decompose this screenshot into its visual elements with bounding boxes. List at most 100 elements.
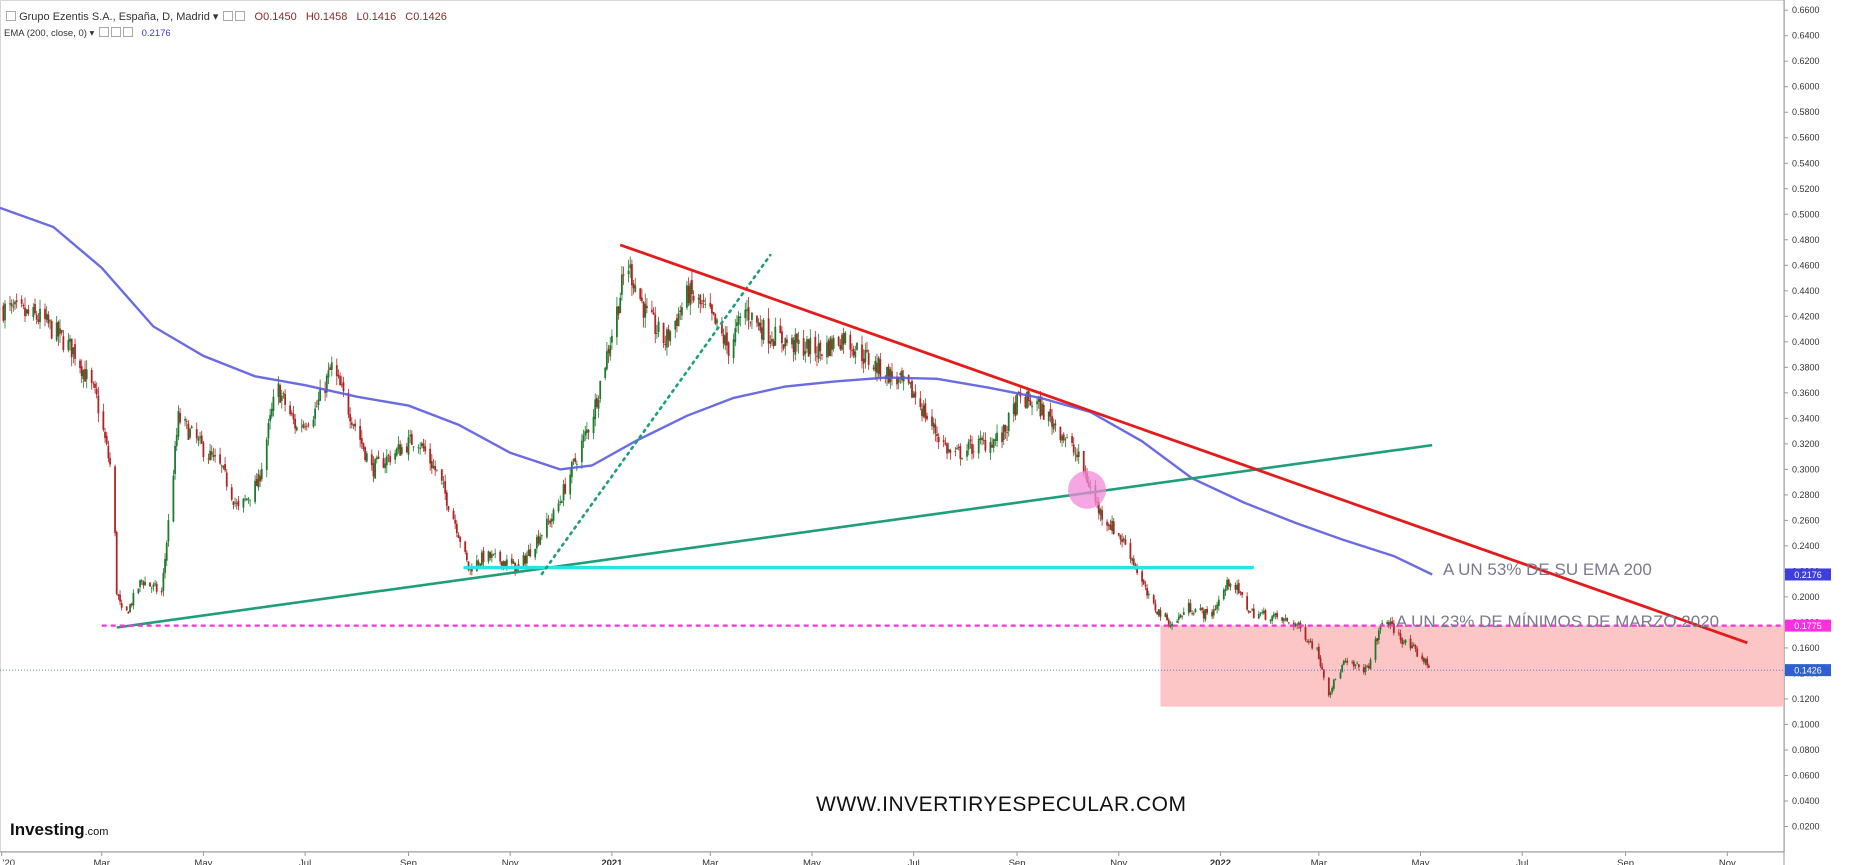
- candle-body: [1071, 436, 1073, 443]
- candle-body: [374, 459, 377, 479]
- candle-body: [1409, 638, 1412, 649]
- candle-body: [597, 399, 600, 409]
- candle-body: [4, 303, 6, 321]
- candle-body: [595, 397, 598, 408]
- candle-body: [104, 431, 106, 439]
- eye-icon[interactable]: [223, 11, 234, 21]
- candle-body: [1236, 584, 1239, 590]
- candle-body: [10, 303, 13, 307]
- candle-body: [144, 581, 146, 586]
- candle-body: [779, 325, 782, 334]
- candle-body: [1217, 599, 1220, 607]
- candle-body: [1356, 663, 1359, 665]
- y-tick-label: 0.0400: [1792, 796, 1820, 806]
- candle-body: [1222, 589, 1225, 600]
- settings-icon[interactable]: [235, 11, 246, 21]
- candle-body: [422, 443, 425, 449]
- candle-body: [445, 492, 448, 506]
- candle-body: [646, 305, 648, 308]
- candle-body: [102, 411, 105, 430]
- candle-body: [794, 334, 797, 355]
- candle-body: [1124, 539, 1127, 545]
- candle-body: [656, 333, 658, 334]
- candle-body: [289, 405, 292, 415]
- candle-body: [826, 342, 828, 358]
- candle-body: [984, 439, 987, 451]
- candle-body: [190, 426, 193, 428]
- candle-body: [9, 303, 11, 305]
- candle-body: [1006, 432, 1008, 433]
- candle-body: [202, 442, 205, 458]
- candle-body: [1362, 667, 1365, 673]
- indicator-header: EMA (200, close, 0) ▾ 0.2176: [4, 27, 171, 39]
- dropdown-icon[interactable]: ▾: [212, 11, 219, 23]
- candle-body: [774, 326, 777, 346]
- candle-body: [1179, 614, 1182, 618]
- settings-icon[interactable]: [110, 27, 121, 37]
- candle-body: [1122, 538, 1125, 541]
- candle-body: [697, 298, 700, 300]
- candle-body: [255, 478, 258, 487]
- candle-body: [1211, 611, 1214, 617]
- x-tick-label: Sep: [1617, 858, 1634, 865]
- candle-body: [757, 322, 760, 327]
- close-icon[interactable]: [122, 27, 133, 37]
- candle-body: [982, 439, 985, 441]
- eye-icon[interactable]: [98, 27, 109, 37]
- candle-body: [1341, 665, 1344, 672]
- candle-body: [230, 487, 233, 500]
- candle-body: [1251, 609, 1254, 611]
- symbol-header: Grupo Ezentis S.A., España, D, Madrid ▾ …: [4, 10, 447, 23]
- candle-body: [1117, 533, 1120, 536]
- collapse-icon[interactable]: [6, 11, 16, 21]
- candle-body: [24, 307, 26, 317]
- candle-body: [1386, 622, 1389, 624]
- candle-body: [1206, 609, 1209, 613]
- candle-body: [349, 414, 352, 422]
- candle-body: [164, 558, 166, 573]
- candle-body: [1177, 616, 1180, 620]
- candle-body: [534, 548, 537, 558]
- candle-body: [90, 369, 93, 383]
- candle-body: [429, 448, 432, 464]
- candle-body: [1072, 444, 1075, 453]
- price-labels: 0.2176 0.1775 0.1426: [1785, 568, 1831, 677]
- candle-body: [1049, 409, 1052, 417]
- candle-body: [761, 327, 763, 340]
- dropdown-icon[interactable]: ▾: [89, 28, 95, 39]
- candle-body: [385, 456, 388, 466]
- candle-body: [562, 484, 565, 501]
- candle-body: [130, 603, 133, 606]
- candle-body: [1112, 521, 1115, 534]
- candle-body: [1427, 665, 1430, 668]
- candle-body: [1262, 610, 1265, 614]
- price-tag-label: 0.1775: [1794, 621, 1822, 631]
- candle-body: [1334, 679, 1337, 681]
- candle-body: [912, 393, 915, 398]
- candle-body: [447, 506, 450, 510]
- candle-body: [924, 403, 927, 419]
- candle-body: [667, 329, 670, 341]
- candle-body: [210, 451, 213, 455]
- candle-body: [114, 466, 116, 533]
- candle-body: [490, 554, 493, 558]
- y-tick-label: 0.3400: [1792, 413, 1820, 423]
- y-tick-label: 0.5200: [1792, 184, 1820, 194]
- candle-body: [615, 306, 618, 338]
- candle-body: [734, 328, 737, 343]
- candle-body: [1002, 424, 1005, 441]
- candle-body: [424, 446, 427, 452]
- candle-body: [1246, 596, 1249, 610]
- candle-body: [1201, 607, 1204, 610]
- candle-body: [1051, 416, 1053, 427]
- dotted-trend-line: [540, 253, 772, 576]
- candle-body: [359, 425, 362, 440]
- candle-body: [1252, 608, 1255, 618]
- candle-body: [932, 422, 935, 428]
- candle-body: [977, 439, 980, 454]
- candle-body: [1306, 640, 1309, 642]
- ohlc-close: C0.1426: [405, 11, 447, 23]
- y-tick-label: 0.3800: [1792, 362, 1820, 372]
- candle-body: [127, 611, 130, 614]
